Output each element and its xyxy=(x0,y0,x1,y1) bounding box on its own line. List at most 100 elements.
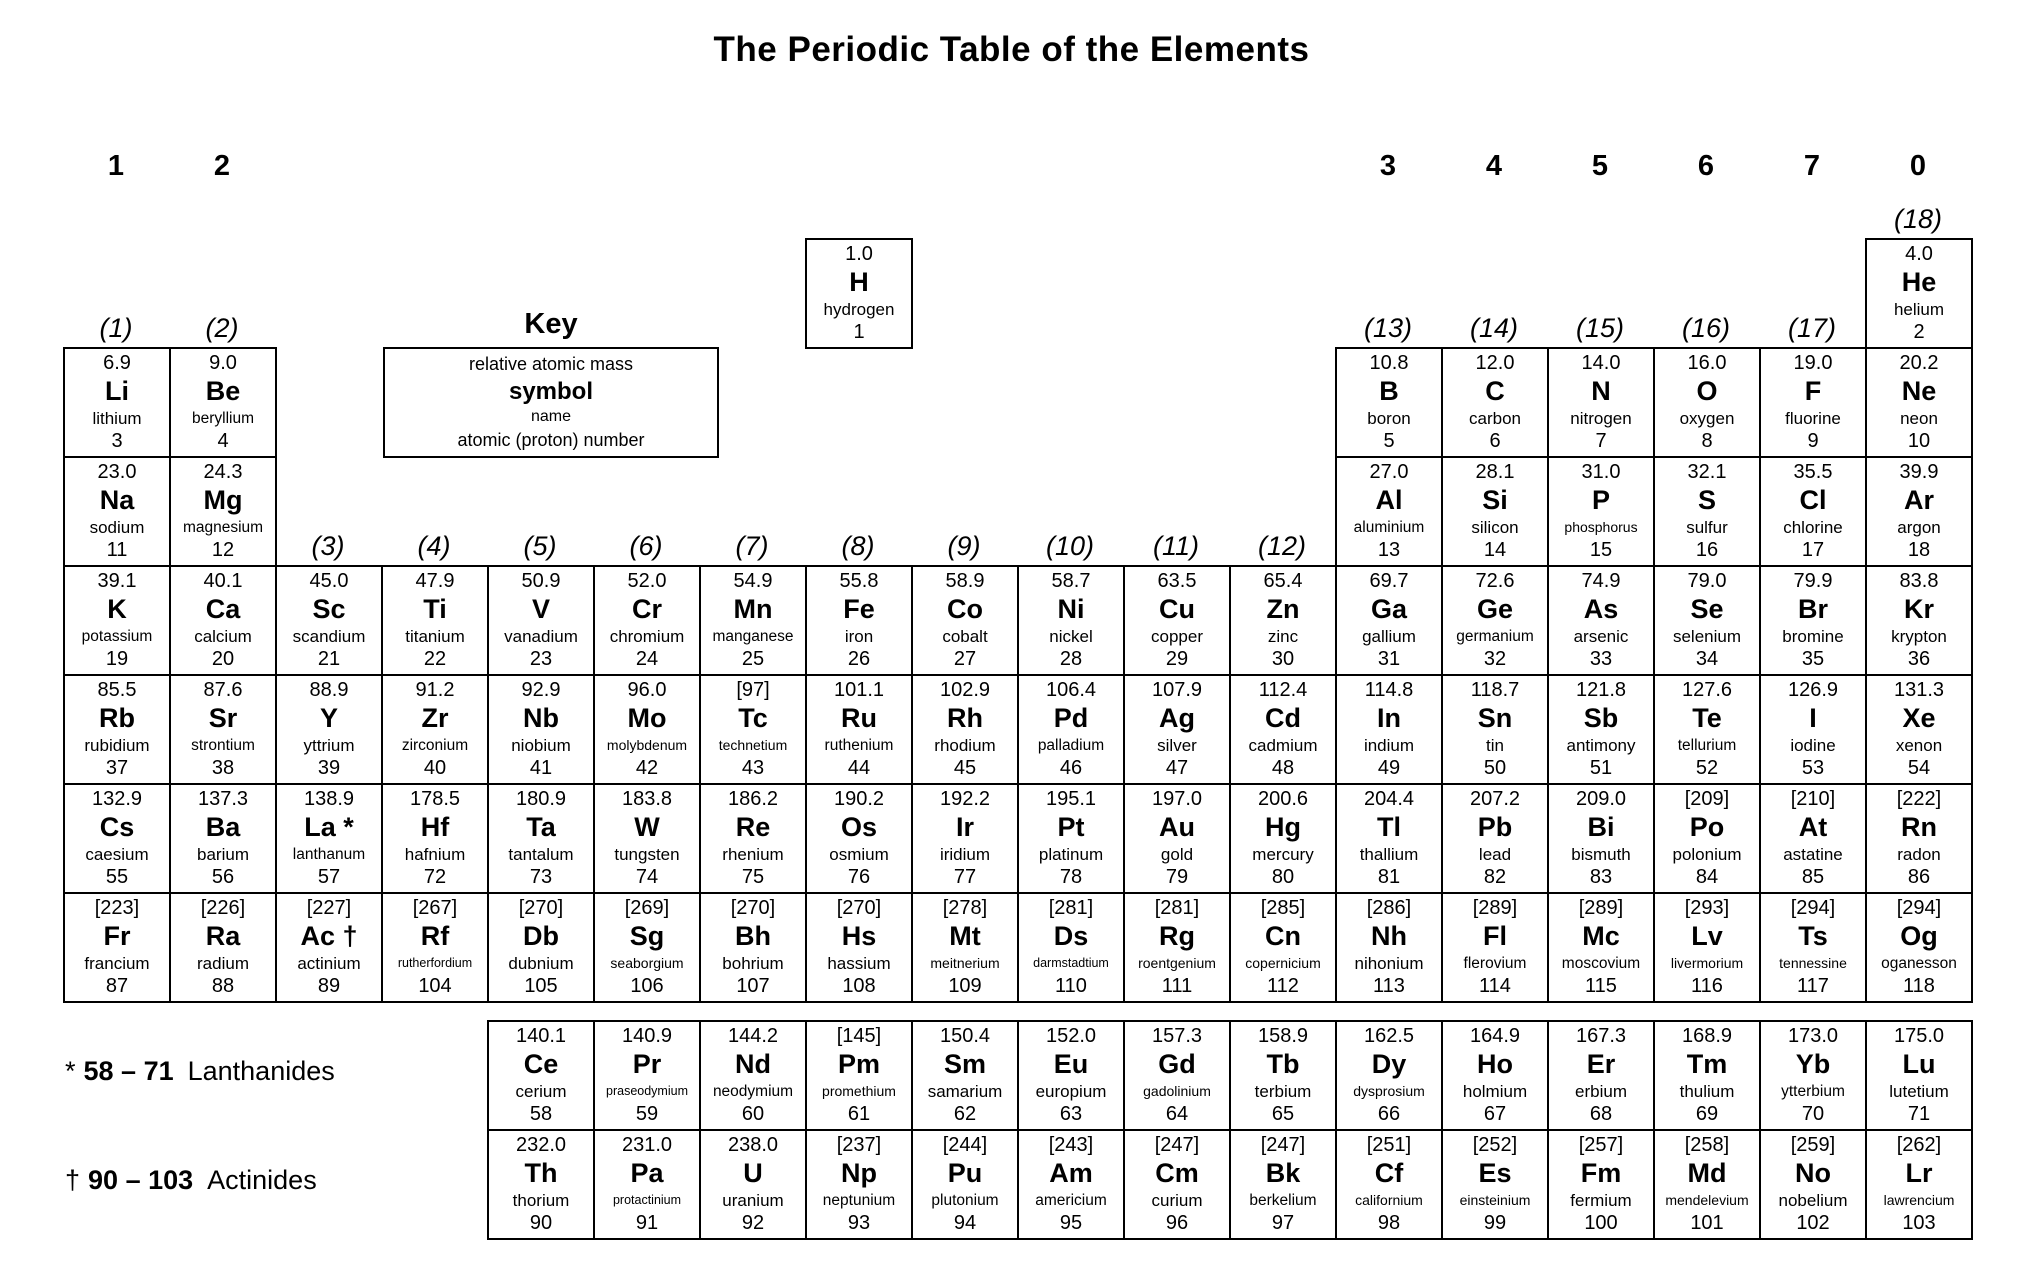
element-mass: 102.9 xyxy=(939,679,991,701)
element-mass: 114.8 xyxy=(1364,679,1414,701)
lanthanides-label: Lanthanides xyxy=(187,1056,335,1086)
element-name: yttrium xyxy=(303,735,355,755)
element-symbol: Pu xyxy=(947,1158,983,1189)
element-symbol: Ne xyxy=(1901,376,1937,407)
element-number: 8 xyxy=(1701,429,1713,452)
element-cell-bk: [247] Bk berkelium 97 xyxy=(1229,1129,1337,1240)
element-number: 106 xyxy=(630,974,664,997)
element-number: 99 xyxy=(1483,1211,1507,1234)
element-cell-sm: 150.4 Sm samarium 62 xyxy=(911,1020,1019,1131)
element-cell-lu: 175.0 Lu lutetium 71 xyxy=(1865,1020,1973,1131)
element-symbol: Li xyxy=(105,376,129,407)
element-number: 78 xyxy=(1059,865,1083,888)
element-number: 84 xyxy=(1695,865,1719,888)
element-mass: 4.0 xyxy=(1905,243,1933,265)
element-number: 75 xyxy=(741,865,765,888)
element-number: 92 xyxy=(741,1211,765,1234)
element-symbol: Hg xyxy=(1265,812,1301,843)
element-cell-tl: 204.4 Tl thallium 81 xyxy=(1335,783,1443,894)
element-symbol: Ds xyxy=(1053,921,1089,952)
element-cell-nd: 144.2 Nd neodymium 60 xyxy=(699,1020,807,1131)
element-cell-mg: 24.3 Mg magnesium 12 xyxy=(169,456,277,567)
element-number: 108 xyxy=(842,974,876,997)
element-name: helium xyxy=(1893,299,1945,319)
element-mass: 152.0 xyxy=(1045,1025,1097,1047)
element-name: radon xyxy=(1897,844,1941,864)
element-mass: [262] xyxy=(1896,1134,1942,1156)
element-name: gallium xyxy=(1362,626,1416,646)
element-symbol: Tc xyxy=(738,703,768,734)
group-number-4: 4 xyxy=(1485,150,1503,182)
element-name: rhodium xyxy=(934,735,996,755)
element-mass: 28.1 xyxy=(1475,461,1515,483)
element-number: 104 xyxy=(418,974,452,997)
element-number: 22 xyxy=(423,647,447,670)
element-name: curium xyxy=(1151,1190,1203,1210)
element-number: 26 xyxy=(847,647,871,670)
element-number: 62 xyxy=(953,1102,977,1125)
element-cell-ru: 101.1 Ru ruthenium 44 xyxy=(805,674,913,785)
element-name: scandium xyxy=(292,626,366,646)
element-number: 88 xyxy=(211,974,235,997)
element-number: 59 xyxy=(635,1102,659,1125)
element-cell-am: [243] Am americium 95 xyxy=(1017,1129,1125,1240)
element-name: silver xyxy=(1157,735,1197,755)
element-symbol: Og xyxy=(1900,921,1938,952)
element-number: 87 xyxy=(105,974,129,997)
element-mass: [294] xyxy=(1790,897,1836,919)
element-number: 23 xyxy=(529,647,553,670)
element-number: 51 xyxy=(1589,756,1613,779)
element-mass: 197.0 xyxy=(1151,788,1203,810)
element-number: 111 xyxy=(1161,974,1193,997)
element-symbol: P xyxy=(1591,485,1610,516)
element-number: 4 xyxy=(217,429,229,452)
element-mass: 173.0 xyxy=(1787,1025,1839,1047)
element-symbol: Tm xyxy=(1686,1049,1728,1080)
element-number: 46 xyxy=(1059,756,1083,779)
element-mass: 65.4 xyxy=(1263,570,1303,592)
element-name: livermorium xyxy=(1670,954,1744,971)
element-cell-co: 58.9 Co cobalt 27 xyxy=(911,565,1019,676)
element-name: germanium xyxy=(1456,627,1534,645)
element-cell-al: 27.0 Al aluminium 13 xyxy=(1335,456,1443,567)
element-number: 44 xyxy=(847,756,871,779)
element-cell-bh: [270] Bh bohrium 107 xyxy=(699,892,807,1003)
element-symbol: H xyxy=(849,267,869,298)
element-mass: 39.9 xyxy=(1899,461,1939,483)
element-name: calcium xyxy=(194,626,252,646)
element-cell-np: [237] Np neptunium 93 xyxy=(805,1129,913,1240)
element-symbol: Er xyxy=(1586,1049,1616,1080)
element-name: berkelium xyxy=(1249,1191,1317,1209)
element-symbol: F xyxy=(1804,376,1822,407)
element-number: 101 xyxy=(1690,1211,1724,1234)
element-mass: [247] xyxy=(1260,1134,1306,1156)
element-symbol: Ti xyxy=(423,594,447,625)
element-mass: 180.9 xyxy=(515,788,567,810)
element-number: 34 xyxy=(1695,647,1719,670)
element-number: 43 xyxy=(741,756,765,779)
element-mass: 168.9 xyxy=(1681,1025,1733,1047)
element-name: ytterbium xyxy=(1781,1082,1845,1100)
element-cell-og: [294] Og oganesson 118 xyxy=(1865,892,1973,1003)
element-name: argon xyxy=(1897,517,1941,537)
iupac-group-label-17: (17) xyxy=(1787,313,1836,343)
element-name: tungsten xyxy=(614,844,680,864)
element-number: 20 xyxy=(211,647,235,670)
element-symbol: Na xyxy=(99,485,135,516)
element-symbol: Cl xyxy=(1799,485,1827,516)
element-number: 96 xyxy=(1165,1211,1189,1234)
element-symbol: Mc xyxy=(1582,921,1620,952)
element-mass: [258] xyxy=(1684,1134,1730,1156)
element-mass: [252] xyxy=(1472,1134,1518,1156)
element-symbol: Rn xyxy=(1901,812,1937,843)
element-mass: 140.9 xyxy=(621,1025,673,1047)
element-cell-kr: 83.8 Kr krypton 36 xyxy=(1865,565,1973,676)
element-symbol: Lu xyxy=(1902,1049,1936,1080)
element-cell-po: [209] Po polonium 84 xyxy=(1653,783,1761,894)
element-mass: [270] xyxy=(518,897,564,919)
element-cell-ts: [294] Ts tennessine 117 xyxy=(1759,892,1867,1003)
element-name: tennessine xyxy=(1779,954,1847,971)
element-number: 69 xyxy=(1695,1102,1719,1125)
